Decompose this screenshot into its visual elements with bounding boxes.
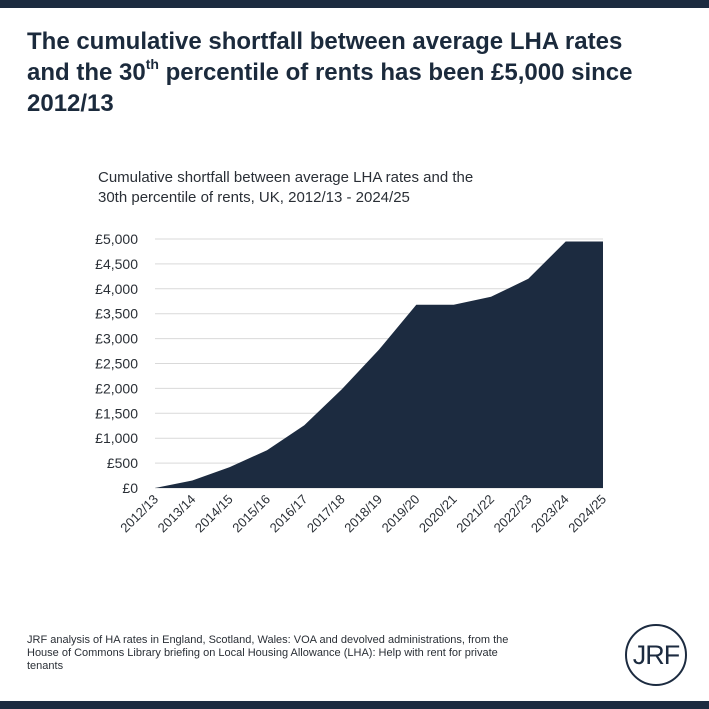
x-tick-label: 2013/14 (155, 492, 199, 536)
area-series-fill (155, 241, 603, 488)
x-tick-label: 2022/23 (491, 492, 535, 536)
y-tick-label: £500 (107, 455, 138, 471)
source-line-3: tenants (27, 660, 64, 672)
source-note: JRF analysis of HA rates in England, Sco… (27, 634, 597, 673)
x-tick-label: 2016/17 (267, 492, 311, 536)
y-tick-label: £4,500 (95, 256, 138, 272)
y-tick-label: £3,500 (95, 306, 138, 322)
x-tick-label: 2023/24 (528, 492, 572, 536)
y-tick-label: £2,500 (95, 356, 138, 372)
y-tick-label: £1,500 (95, 405, 138, 421)
x-tick-label: 2017/18 (304, 492, 348, 536)
x-tick-label: 2020/21 (416, 492, 460, 536)
headline-line-2-start: and the 30 (27, 59, 146, 86)
x-tick-label: 2012/13 (117, 492, 161, 536)
source-line-1: JRF analysis of HA rates in England, Sco… (27, 634, 509, 646)
page-headline: The cumulative shortfall between average… (27, 26, 687, 119)
chart-title: Cumulative shortfall between average LHA… (98, 168, 598, 208)
top-brand-bar (0, 0, 709, 8)
source-line-2: House of Commons Library briefing on Loc… (27, 647, 498, 659)
x-tick-label: 2014/15 (192, 492, 236, 536)
x-axis-labels: 2012/132013/142014/152015/162016/172017/… (117, 492, 609, 536)
chart-area-series (155, 241, 603, 488)
chart-title-line-1: Cumulative shortfall between average LHA… (98, 169, 474, 186)
chart-title-line-2: 30th percentile of rents, UK, 2012/13 - … (98, 189, 410, 206)
headline-line-3: 2012/13 (27, 90, 114, 117)
x-tick-label: 2018/19 (341, 492, 385, 536)
y-tick-label: £4,000 (95, 281, 138, 297)
x-tick-label: 2021/22 (453, 492, 497, 536)
y-tick-label: £5,000 (95, 231, 138, 247)
x-tick-label: 2019/20 (379, 492, 423, 536)
y-tick-label: £2,000 (95, 380, 138, 396)
y-axis-labels: £0 £500 £1,000 £1,500 £2,000 £2,500 £3,000 £3,5… (95, 231, 138, 496)
jrf-logo-text: JRF (632, 639, 680, 670)
headline-line-2-end: percentile of rents has been £5,000 sinc… (158, 59, 633, 86)
jrf-logo: JRF (625, 624, 687, 686)
y-tick-label: £0 (122, 480, 138, 496)
x-tick-label: 2024/25 (565, 492, 609, 536)
headline-line-1: The cumulative shortfall between average… (27, 28, 623, 55)
y-tick-label: £1,000 (95, 430, 138, 446)
y-tick-label: £3,000 (95, 331, 138, 347)
headline-superscript: th (145, 56, 159, 72)
headline-line-2: and the 30th percentile of rents has bee… (27, 57, 687, 88)
x-tick-label: 2015/16 (229, 492, 273, 536)
bottom-brand-bar (0, 701, 709, 709)
